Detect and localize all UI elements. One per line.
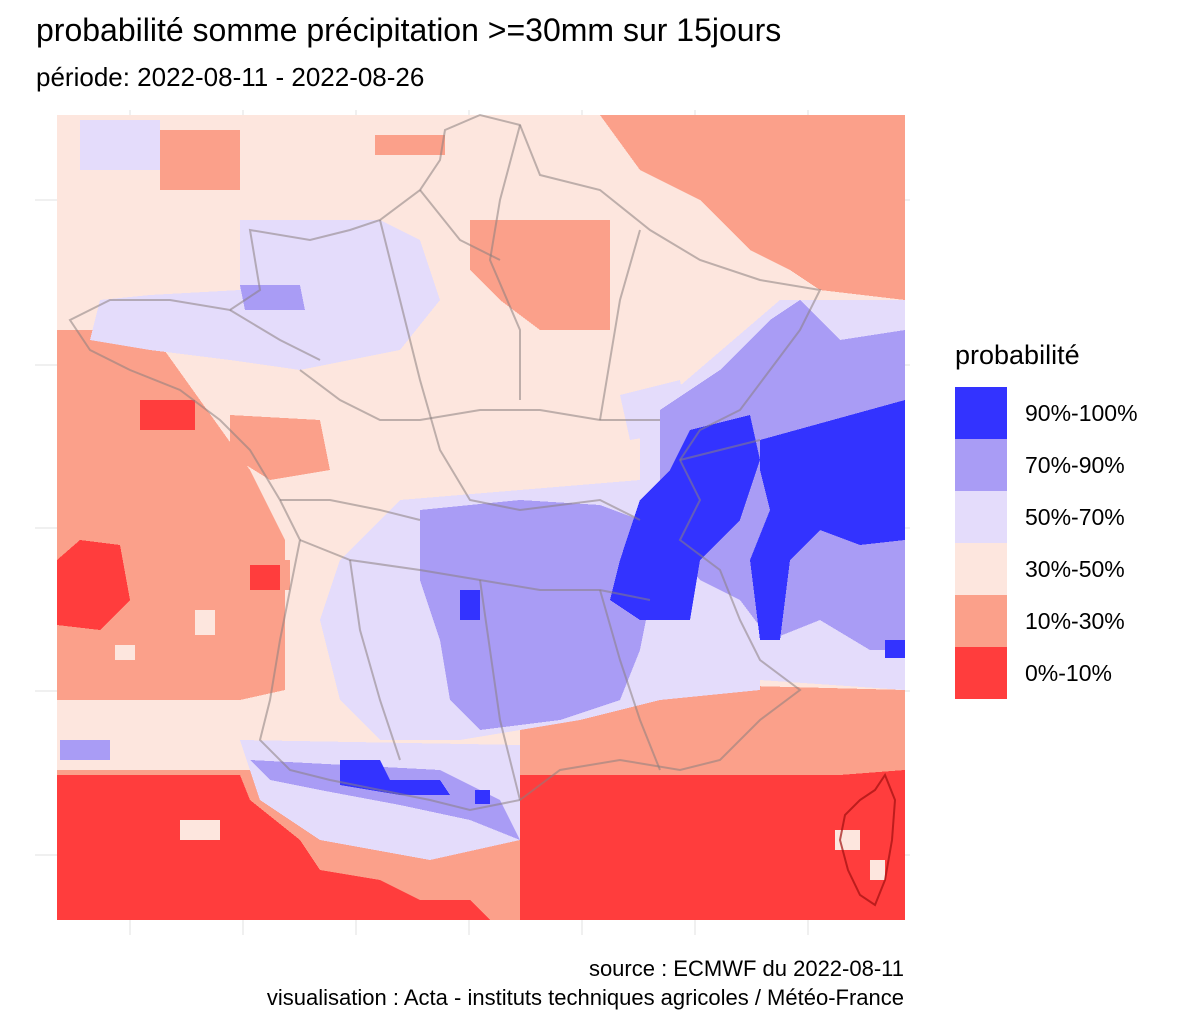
legend-item: 90%-100%	[955, 387, 1138, 439]
legend-label: 70%-90%	[1025, 451, 1125, 478]
visualisation-caption: visualisation : Acta - instituts techniq…	[266, 985, 904, 1010]
legend-swatch	[955, 595, 1007, 647]
legend-item: 70%-90%	[955, 439, 1138, 491]
legend-item: 0%-10%	[955, 647, 1138, 699]
legend-swatch	[955, 543, 1007, 595]
region-outlines	[68, 113, 822, 812]
legend-item: 30%-50%	[955, 543, 1138, 595]
legend-label: 0%-10%	[1025, 659, 1112, 686]
legend-label: 50%-70%	[1025, 503, 1125, 530]
corsica-outline	[838, 772, 897, 907]
legend-swatch	[955, 491, 1007, 543]
map-subtitle: période: 2022-08-11 - 2022-08-26	[36, 62, 425, 92]
zone-0-10	[57, 400, 905, 920]
probability-field	[57, 115, 905, 920]
legend-label: 90%-100%	[1025, 399, 1138, 426]
legend: probabilité 90%-100% 70%-90% 50%-70% 30%-50…	[955, 340, 1138, 699]
legend-label: 30%-50%	[1025, 555, 1125, 582]
legend-item: 50%-70%	[955, 491, 1138, 543]
legend-item: 10%-30%	[955, 595, 1138, 647]
map-title: probabilité somme précipitation >=30mm s…	[36, 12, 782, 48]
zone-90-100	[340, 400, 905, 804]
legend-swatch	[955, 439, 1007, 491]
legend-swatch	[955, 387, 1007, 439]
source-caption: source : ECMWF du 2022-08-11	[588, 956, 904, 981]
legend-title: probabilité	[955, 340, 1080, 370]
legend-swatch	[955, 647, 1007, 699]
legend-label: 10%-30%	[1025, 607, 1125, 634]
